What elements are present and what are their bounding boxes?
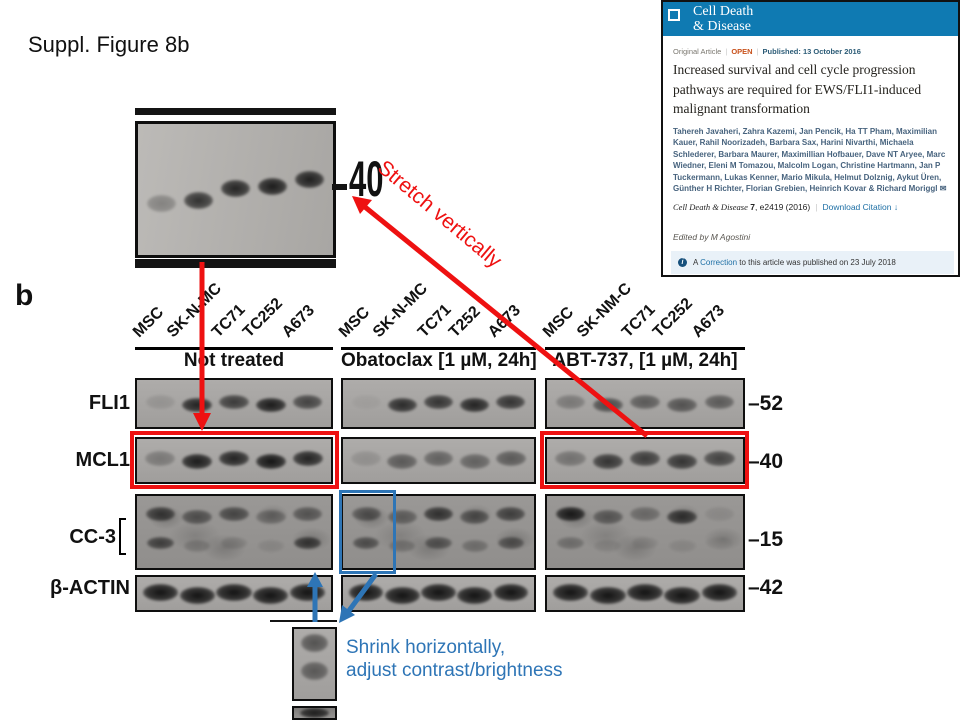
download-citation-link[interactable]: Download Citation ↓: [822, 202, 899, 212]
row-label-fli1: FLI1: [88, 392, 130, 414]
blot-panel-bactin-abt737: [545, 575, 745, 612]
blot-panel-cc3-nottreated: [135, 494, 333, 570]
row-label-cc3: CC-3: [69, 526, 116, 548]
lane-label: MSC: [129, 303, 168, 341]
row-label-mcl1: MCL1: [75, 449, 130, 471]
lane-label: TC71: [618, 301, 659, 341]
blot-panel-cc3-abt737: [545, 494, 745, 570]
article-type-label: Original Article: [673, 47, 722, 56]
blot-panel-mcl1-obatoclax: [341, 437, 536, 484]
blot-panel-mcl1-nottreated: [135, 437, 333, 484]
bottom-strip-partial: [292, 706, 337, 720]
info-icon: i: [678, 258, 687, 267]
blot-panel-fli1-nottreated: [135, 378, 333, 429]
zoom-strip-panel: [135, 121, 336, 258]
blot-panel-cc3-obatoclax: [341, 494, 536, 570]
lane-label: TC71: [414, 301, 455, 341]
lane-label: A673: [484, 301, 525, 341]
lane-label: T252: [445, 303, 484, 341]
mw-label-40: –40: [748, 450, 784, 473]
row-label-bactin: β-ACTIN: [50, 577, 130, 599]
lane-label: TC252: [649, 295, 696, 341]
treatment-label: ABT-737, [1 µM, 24h]: [552, 350, 738, 371]
shrink-annotation-line1: Shrink horizontally,: [346, 637, 506, 658]
slide-title: Suppl. Figure 8b: [28, 32, 190, 57]
lane-label: TC71: [208, 301, 249, 341]
article-title: Increased survival and cell cycle progre…: [673, 62, 922, 116]
article-card: Cell Death & Disease Original Article | OP…: [661, 0, 960, 277]
open-access-badge: OPEN: [731, 47, 753, 56]
lane-label: MSC: [539, 303, 578, 341]
zoom-strip-top-bar: [135, 108, 336, 115]
lane-label: MSC: [335, 303, 374, 341]
mw-label-42: –42: [748, 576, 784, 599]
stretch-annotation: Stretch vertically: [373, 156, 507, 273]
blot-panel-bactin-nottreated: [135, 575, 333, 612]
cc3-bracket: [119, 518, 126, 555]
blot-panel-bactin-obatoclax: [341, 575, 536, 612]
bottom-crop-panel: [292, 627, 337, 701]
shrink-annotation-line2: adjust contrast/brightness: [346, 660, 563, 681]
blot-panel-fli1-abt737: [545, 378, 745, 429]
article-authors[interactable]: Tahereh Javaheri, Zahra Kazemi, Jan Penc…: [673, 127, 947, 194]
zoom-strip-bottom-bar: [135, 259, 336, 268]
correction-link[interactable]: Correction: [700, 258, 738, 267]
treatment-label: Obatoclax [1 µM, 24h]: [341, 350, 537, 371]
cc3-highlight-box: [339, 490, 396, 574]
journal-name: Cell Death & Disease: [693, 4, 754, 34]
edited-by: Edited by M Agostini: [673, 232, 751, 242]
figure-panel-letter: b: [15, 279, 34, 312]
treatment-label: Not treated: [183, 350, 285, 371]
article-meta: Original Article | OPEN | Published: 13 Octo…: [673, 47, 861, 56]
blot-panel-mcl1-abt737: [545, 437, 745, 484]
mcl1-highlight-box-abt737: [540, 431, 749, 489]
treatment-overline: [135, 347, 333, 350]
journal-logo-icon: [668, 9, 680, 21]
article-citation: Cell Death & Disease 7, e2419 (2016) | Dow…: [673, 202, 899, 212]
zoom-strip-mw-tick: [332, 184, 347, 190]
mw-label-52: –52: [748, 392, 784, 415]
crop-divider-line: [270, 620, 337, 622]
mcl1-highlight-box-nottreated: [130, 431, 339, 489]
download-icon: ↓: [893, 202, 899, 212]
envelope-icon: ✉: [939, 184, 947, 194]
lane-label: TC252: [239, 295, 286, 341]
mw-label-15: –15: [748, 528, 784, 551]
journal-header: Cell Death & Disease: [663, 2, 958, 36]
blot-panel-fli1-obatoclax: [341, 378, 536, 429]
published-date: Published: 13 October 2016: [762, 47, 861, 56]
